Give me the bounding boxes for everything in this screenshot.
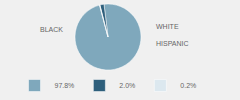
svg-text:BLACK: BLACK	[40, 26, 63, 33]
svg-text:2.0%: 2.0%	[119, 82, 135, 89]
svg-text:0.2%: 0.2%	[180, 82, 196, 89]
svg-text:HISPANIC: HISPANIC	[156, 40, 189, 47]
svg-text:WHITE: WHITE	[156, 23, 179, 30]
svg-text:97.8%: 97.8%	[55, 82, 75, 89]
